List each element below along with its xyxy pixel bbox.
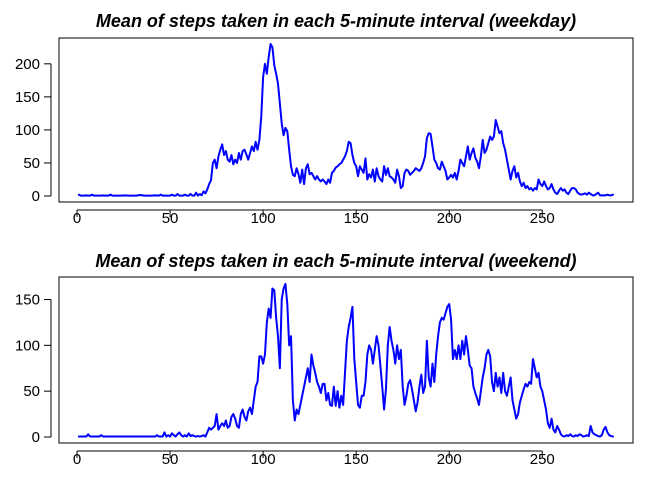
chart-title: Mean of steps taken in each 5-minute int…	[96, 11, 576, 31]
y-tick-label: 150	[15, 292, 40, 309]
plot-frame	[58, 276, 634, 444]
x-tick-label: 100	[251, 451, 276, 468]
x-tick-label: 150	[344, 451, 369, 468]
y-tick-label: 0	[32, 429, 40, 446]
plot-frame	[58, 37, 634, 203]
y-tick-label: 50	[23, 383, 40, 400]
y-tick-label: 50	[23, 155, 40, 172]
series-line	[77, 43, 614, 197]
y-tick-label: 0	[32, 188, 40, 205]
y-tick-label: 150	[15, 89, 40, 106]
x-tick-label: 250	[530, 210, 555, 227]
x-tick-label: 50	[162, 451, 179, 468]
x-tick-label: 250	[530, 451, 555, 468]
x-tick-label: 0	[73, 210, 81, 227]
y-tick-label: 100	[15, 122, 40, 139]
series-line	[77, 282, 614, 438]
x-tick-label: 100	[251, 210, 276, 227]
y-tick-label: 100	[15, 337, 40, 354]
x-tick-label: 200	[437, 451, 462, 468]
chart-title: Mean of steps taken in each 5-minute int…	[95, 251, 576, 271]
x-tick-label: 150	[344, 210, 369, 227]
y-tick-label: 200	[15, 56, 40, 73]
x-tick-label: 0	[73, 451, 81, 468]
chart-panel-2: Mean of steps taken in each 5-minute int…	[15, 251, 634, 468]
chart-panel-1: Mean of steps taken in each 5-minute int…	[15, 11, 634, 227]
x-tick-label: 200	[437, 210, 462, 227]
x-tick-label: 50	[162, 210, 179, 227]
